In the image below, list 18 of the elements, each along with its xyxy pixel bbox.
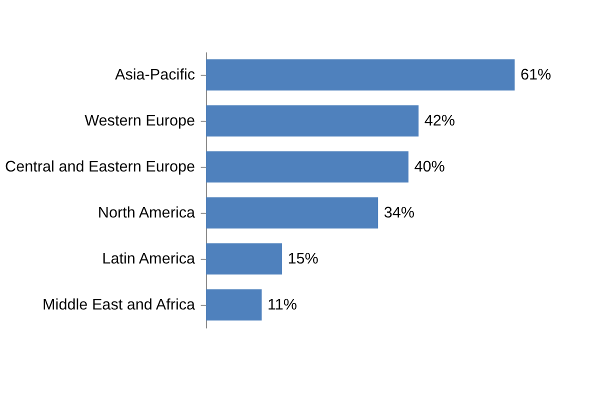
bar: [206, 59, 515, 90]
y-tick-label: North America: [98, 204, 196, 222]
data-label: 40%: [414, 158, 446, 176]
bar: [206, 151, 408, 183]
bar: [206, 289, 262, 321]
bar: [206, 243, 282, 275]
bar: [206, 197, 378, 229]
data-label: 61%: [520, 66, 552, 84]
data-label: 15%: [288, 250, 319, 268]
y-tick-label: Central and Eastern Europe: [5, 158, 196, 176]
y-tick-label: Western Europe: [84, 112, 196, 130]
data-label: 42%: [424, 112, 456, 130]
bar: [206, 105, 419, 137]
y-tick-label: Middle East and Africa: [42, 296, 196, 314]
data-label: 11%: [267, 296, 298, 314]
data-label: 34%: [384, 204, 415, 222]
y-tick-label: Latin America: [102, 250, 196, 268]
y-tick-label: Asia-Pacific: [114, 66, 196, 84]
